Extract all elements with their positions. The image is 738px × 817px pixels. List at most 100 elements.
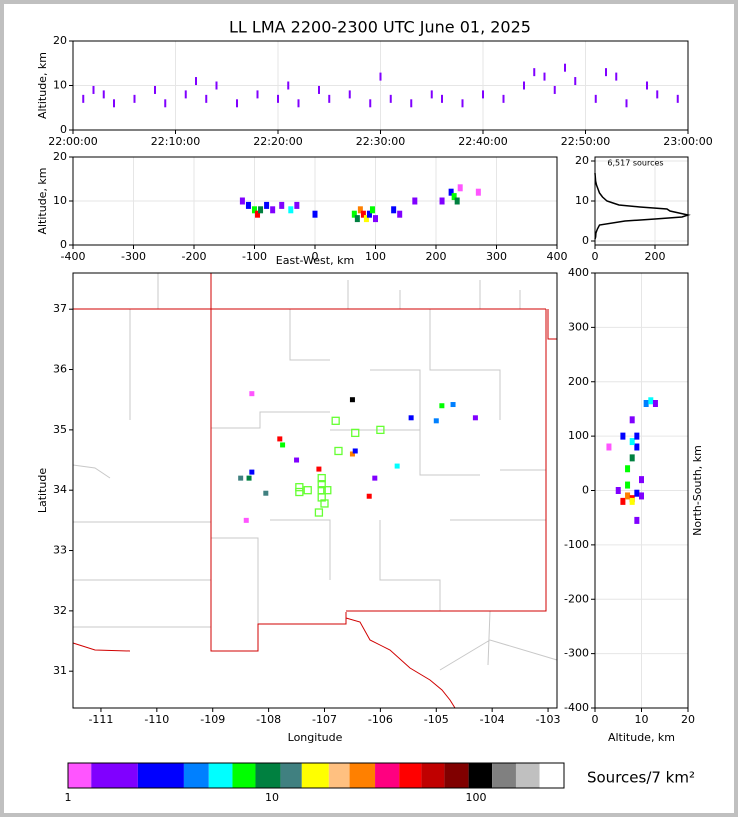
data-point [357, 206, 363, 214]
station [317, 473, 326, 483]
data-point [280, 442, 286, 448]
x-tick-label: 22:20:00 [253, 135, 302, 148]
data-point [625, 492, 631, 500]
data-point [249, 469, 255, 475]
station [303, 486, 312, 495]
chart-title: LL LMA 2200-2300 UTC June 01, 2025 [229, 18, 531, 37]
x-tick-label: -106 [368, 713, 393, 726]
data-point [461, 99, 464, 108]
data-point [263, 490, 269, 496]
y-tick-label: 10 [53, 79, 67, 92]
y-tick-label: 37 [53, 302, 67, 315]
data-point [553, 85, 556, 94]
data-point [366, 210, 372, 218]
data-point [277, 94, 279, 103]
y-tick-label: 31 [53, 664, 67, 677]
plot-frame [594, 272, 689, 709]
y-axis-label: Latitude [36, 468, 49, 514]
y-tick-label: 0 [582, 234, 589, 247]
data-point [369, 99, 372, 108]
y-tick-label: 36 [53, 363, 67, 376]
x-tick-label: 20 [681, 713, 695, 726]
colorbar-tick-label: 10 [265, 791, 279, 804]
colorbar-box [375, 763, 400, 788]
data-point [634, 432, 640, 440]
station [323, 486, 332, 495]
y-tick-label: 20 [575, 154, 589, 167]
data-point [606, 443, 612, 451]
data-point [457, 184, 463, 192]
data-point [397, 210, 403, 218]
x-tick-label: -111 [88, 713, 113, 726]
colorbar-box [349, 763, 376, 788]
data-point [543, 72, 546, 81]
data-point [316, 466, 322, 472]
x-tick-label: 0 [592, 250, 599, 263]
y-tick-label: 10 [575, 194, 589, 207]
data-point [472, 415, 478, 421]
data-point [450, 402, 456, 408]
data-point [349, 397, 355, 403]
x-axis-label: Altitude, km [608, 731, 675, 744]
data-point [615, 487, 621, 494]
data-point [92, 85, 95, 94]
data-point [372, 475, 378, 481]
data-point [523, 81, 525, 90]
data-point [408, 415, 414, 421]
station [376, 425, 385, 435]
x-tick-label: 10 [635, 713, 649, 726]
y-tick-label: 33 [53, 544, 67, 557]
data-point [164, 99, 167, 108]
colorbar-box [232, 763, 256, 788]
y-tick-label: 20 [53, 34, 67, 47]
data-point [246, 475, 252, 481]
colorbar-box [280, 763, 302, 788]
x-tick-label: -110 [144, 713, 169, 726]
colorbar-box [492, 763, 516, 788]
data-point [363, 215, 369, 223]
data-point [312, 210, 318, 218]
colorbar-box [255, 763, 281, 788]
data-point [249, 391, 255, 397]
data-point [625, 465, 631, 473]
x-tick-label: 22:40:00 [458, 135, 507, 148]
x-tick-label: 0 [592, 713, 599, 726]
data-point [205, 94, 208, 103]
x-tick-label: 100 [365, 250, 386, 263]
x-tick-label: 300 [486, 250, 507, 263]
data-point [102, 90, 105, 99]
data-point [454, 197, 460, 205]
data-point [615, 72, 618, 81]
data-point [620, 497, 626, 505]
data-point [625, 99, 628, 108]
data-point [643, 400, 649, 407]
data-point [652, 400, 658, 407]
x-tick-label: -105 [424, 713, 449, 726]
y-tick-label: 400 [568, 266, 589, 279]
x-tick-label: -107 [312, 713, 337, 726]
data-point [252, 206, 257, 214]
data-point [634, 443, 640, 451]
plot-frame [72, 156, 558, 246]
station [295, 487, 304, 497]
data-point [348, 90, 351, 99]
data-point [639, 476, 644, 484]
data-point [243, 517, 249, 523]
data-point [195, 77, 197, 86]
state-lines [72, 273, 557, 709]
colorbar-box [91, 763, 138, 788]
profile-line [594, 172, 691, 240]
x-tick-label: -108 [256, 713, 281, 726]
y-tick-label: 0 [60, 123, 67, 136]
map-borders [72, 273, 558, 709]
data-point [369, 206, 375, 214]
data-point [373, 215, 378, 223]
y-tick-label: 10 [53, 194, 67, 207]
data-point [255, 210, 261, 218]
x-tick-label: -200 [182, 250, 207, 263]
x-tick-label: 200 [426, 250, 447, 263]
data-point [656, 90, 659, 99]
data-point [433, 418, 439, 424]
x-tick-label: 22:50:00 [561, 135, 610, 148]
y-tick-label: 200 [568, 375, 589, 388]
